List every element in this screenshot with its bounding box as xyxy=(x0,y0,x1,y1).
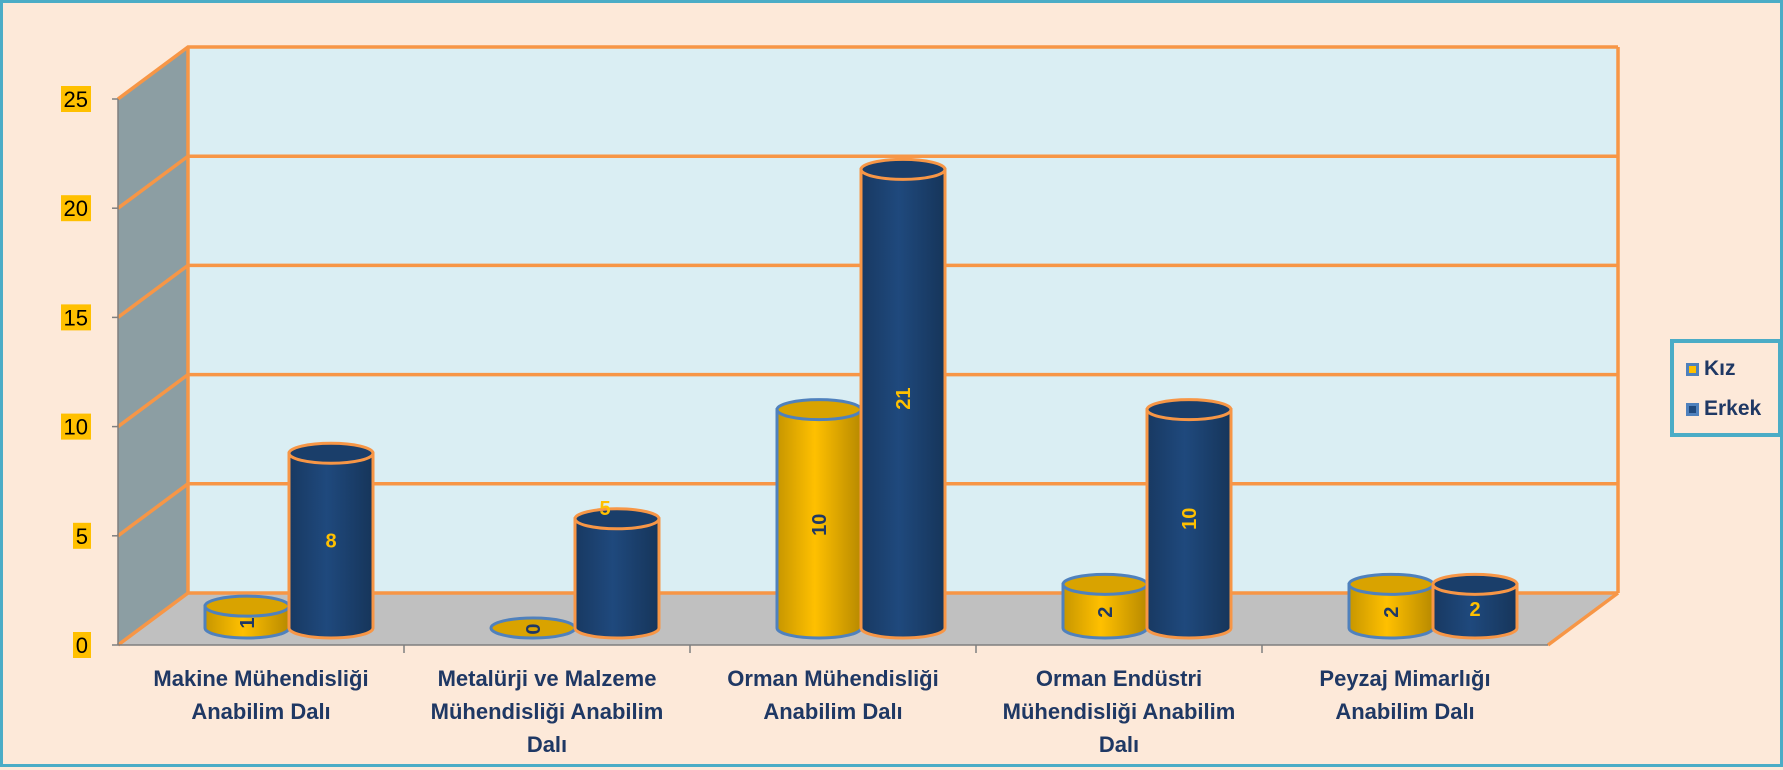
category-label: Makine Mühendisliği Anabilim Dalı xyxy=(153,666,368,724)
legend-swatch-kiz xyxy=(1686,362,1699,376)
bar-erkek: 5 xyxy=(573,498,661,640)
bar-erkek: 10 xyxy=(1145,398,1233,640)
y-tick-label-bg xyxy=(61,304,91,331)
bar-kiz: 1 xyxy=(203,594,291,640)
y-tick-label-bg xyxy=(73,632,91,658)
floor-edge xyxy=(1546,591,1620,647)
data-label: 21 xyxy=(893,388,915,410)
category-label-line: Mühendisliği Anabilim xyxy=(431,699,664,724)
bar-body xyxy=(775,408,863,640)
category-label-line: Anabilim Dalı xyxy=(763,699,902,724)
bar-top xyxy=(775,398,863,422)
bar-top xyxy=(573,507,661,531)
category-label-line: Metalürji ve Malzeme xyxy=(438,666,657,691)
y-tick-label-bg xyxy=(61,413,91,440)
bar-kiz: 2 xyxy=(1061,572,1149,640)
legend-item-kiz: Kız xyxy=(1686,357,1736,381)
bar-erkek: 21 xyxy=(859,157,947,640)
bar-erkek: 8 xyxy=(287,441,375,640)
category-label: Peyzaj Mimarlığı Anabilim Dalı xyxy=(1319,666,1490,724)
legend-label-erkek: Erkek xyxy=(1704,397,1762,420)
category-label-line: Anabilim Dalı xyxy=(191,699,330,724)
data-label: 5 xyxy=(599,498,610,520)
data-label: 8 xyxy=(325,531,336,553)
category-label-line: Peyzaj Mimarlığı xyxy=(1319,666,1490,691)
bar-top xyxy=(1347,572,1435,596)
bar-top xyxy=(1145,398,1233,422)
data-label: 1 xyxy=(237,618,259,629)
category-label-line: Dalı xyxy=(1099,732,1139,757)
data-label: 2 xyxy=(1095,607,1117,618)
y-tick-label: 10 xyxy=(64,415,88,440)
y-tick-label: 0 xyxy=(76,633,88,658)
bar-top xyxy=(1431,572,1519,596)
bar-body xyxy=(287,451,375,640)
bar-top xyxy=(1061,572,1149,596)
category-label-line: Orman Mühendisliği xyxy=(727,666,938,691)
y-tick-label: 25 xyxy=(64,87,88,112)
category-label-line: Orman Endüstri xyxy=(1036,666,1202,691)
data-label: 0 xyxy=(523,623,545,634)
data-label: 10 xyxy=(1179,508,1201,530)
bar-body xyxy=(573,517,661,640)
bar-kiz: 0 xyxy=(489,616,577,640)
data-label: 2 xyxy=(1469,599,1480,621)
category-label: Orman Mühendisliği Anabilim Dalı xyxy=(727,666,938,724)
bar-kiz: 10 xyxy=(775,398,863,640)
bar-body xyxy=(1061,582,1149,640)
y-tick-label: 5 xyxy=(76,524,88,549)
y-tick-label-bg xyxy=(61,195,91,222)
category-label-line: Makine Mühendisliği xyxy=(153,666,368,691)
data-label: 10 xyxy=(809,514,831,536)
category-label: Orman Endüstri Mühendisliği Anabilim Dalı xyxy=(1003,666,1236,757)
bar-body xyxy=(859,167,947,640)
bar-kiz: 2 xyxy=(1347,572,1435,640)
legend-swatch-erkek xyxy=(1686,402,1699,416)
y-tick-label: 15 xyxy=(64,305,88,330)
bar-erkek: 2 xyxy=(1431,572,1519,640)
category-label: Metalürji ve Malzeme Mühendisliği Anabili… xyxy=(431,666,664,757)
legend-label-kiz: Kız xyxy=(1704,357,1736,380)
y-tick-label-bg xyxy=(73,522,91,549)
legend-item-erkek: Erkek xyxy=(1686,397,1761,421)
bar-top xyxy=(859,157,947,181)
category-label-line: Anabilim Dalı xyxy=(1335,699,1474,724)
side-wall xyxy=(118,47,188,645)
bar-body xyxy=(1431,582,1519,640)
bar-top xyxy=(203,594,291,618)
data-label: 2 xyxy=(1381,607,1403,618)
bar-top xyxy=(287,441,375,465)
bar-body xyxy=(1145,408,1233,640)
category-label-line: Dalı xyxy=(527,732,567,757)
category-label-line: Mühendisliği Anabilim xyxy=(1003,699,1236,724)
bar-body xyxy=(1347,582,1435,640)
y-tick-label-bg xyxy=(61,86,91,112)
y-tick-label: 20 xyxy=(64,196,88,221)
legend: Kız Erkek xyxy=(1670,339,1782,437)
